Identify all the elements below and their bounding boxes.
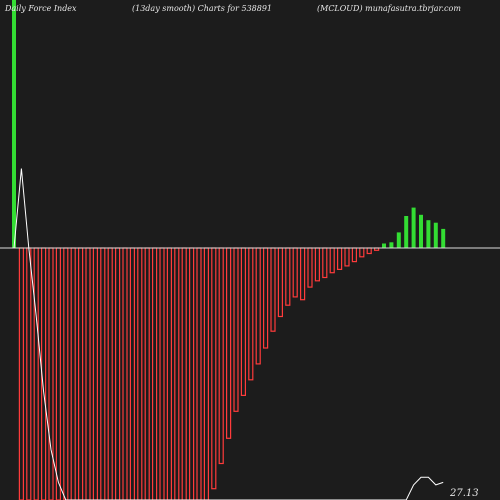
header-left: Daily Force Index	[4, 4, 77, 13]
force-bar	[218, 247, 224, 465]
header-right: (MCLOUD) munafasutra.tbrjar.com	[317, 4, 461, 13]
force-bar	[48, 247, 54, 500]
force-bar	[203, 247, 209, 500]
force-bar	[166, 247, 172, 500]
bars-group	[12, 0, 446, 500]
force-bar	[196, 247, 202, 500]
force-bar	[382, 243, 386, 248]
force-bar	[411, 207, 416, 248]
force-bar	[351, 247, 357, 263]
force-bar	[441, 228, 446, 248]
force-bar	[426, 220, 431, 248]
force-bar	[55, 247, 62, 500]
force-bar	[137, 247, 143, 500]
force-bar	[307, 247, 313, 288]
force-bar	[240, 247, 246, 396]
force-bar	[314, 247, 320, 282]
force-bar	[270, 247, 276, 332]
force-bar	[70, 247, 76, 500]
force-bar	[107, 247, 113, 500]
force-bar	[233, 247, 239, 412]
force-bar	[389, 242, 394, 248]
force-bar	[285, 247, 291, 306]
force-bar	[292, 247, 298, 298]
force-bar	[366, 247, 372, 255]
force-bar	[300, 247, 306, 301]
force-bar	[12, 0, 16, 248]
force-bar	[174, 247, 180, 500]
force-bar	[92, 247, 99, 500]
force-bar	[255, 247, 261, 365]
header-center: (13day smooth) Charts for 538891	[132, 4, 272, 13]
force-bar	[248, 247, 254, 381]
force-bar	[77, 247, 84, 500]
force-bar	[129, 247, 135, 500]
force-bar	[63, 247, 69, 500]
force-bar	[329, 247, 335, 274]
force-bar	[322, 247, 328, 279]
force-bar	[277, 247, 283, 318]
force-bar	[100, 247, 106, 500]
force-bar	[396, 232, 401, 248]
force-bar	[211, 247, 217, 490]
force-bar	[18, 247, 24, 500]
force-bar	[85, 247, 91, 500]
force-bar	[419, 214, 423, 248]
force-bar	[26, 247, 32, 500]
force-bar	[344, 247, 350, 267]
force-bar	[181, 247, 187, 500]
force-bar	[152, 247, 158, 500]
force-bar	[263, 247, 269, 349]
force-bar	[159, 247, 165, 500]
force-bar	[337, 247, 343, 270]
last-value-label: 27.13	[449, 488, 479, 499]
force-bar	[144, 247, 150, 500]
force-bar	[226, 247, 232, 439]
force-bar	[33, 247, 39, 500]
force-bar	[433, 222, 438, 248]
force-bar	[114, 247, 121, 500]
force-bar	[122, 247, 128, 500]
force-bar	[404, 216, 409, 248]
force-bar	[189, 247, 195, 500]
force-bar	[359, 247, 365, 258]
